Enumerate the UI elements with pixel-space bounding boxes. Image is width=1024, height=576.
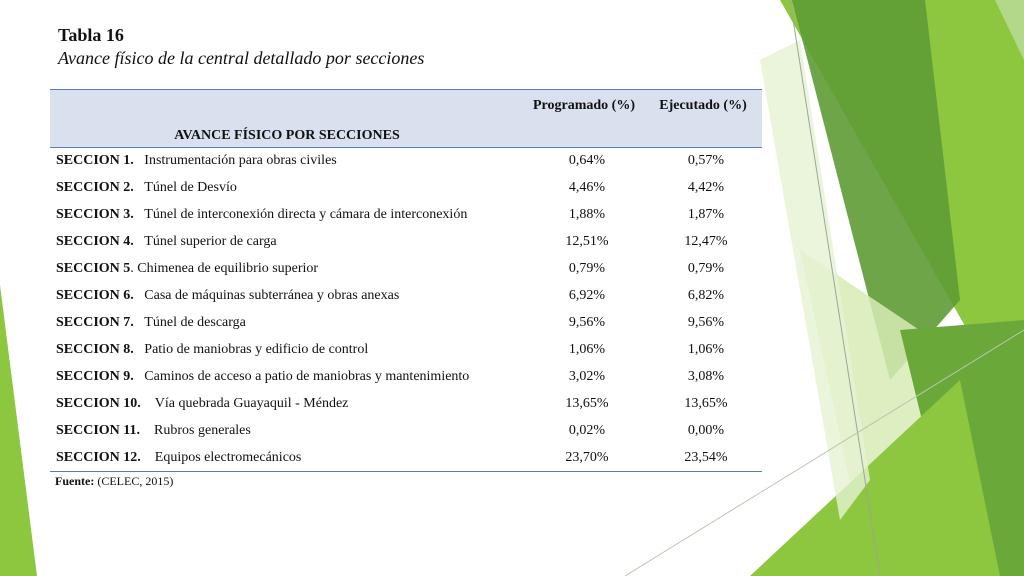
source-text: (CELEC, 2015) xyxy=(97,474,174,488)
ejecutado-cell: 12,47% xyxy=(684,234,728,249)
programado-cell: 23,70% xyxy=(565,449,609,465)
ejecutado-cell: 1,87% xyxy=(687,207,725,222)
table-header: AVANCE FÍSICO POR SECCIONES Programado (… xyxy=(50,89,762,148)
green-light-sliver xyxy=(760,40,870,520)
section-name: Túnel superior de carga xyxy=(144,234,277,249)
section-cell: SECCION 12. Equipos electromecánicos xyxy=(50,445,524,472)
programado-cell: 9,56% xyxy=(568,315,606,330)
programado-cell: 0,64% xyxy=(568,153,606,169)
programado-cell: 0,79% xyxy=(568,261,606,276)
section-cell: SECCION 9. Caminos de acceso a patio de … xyxy=(50,364,524,391)
section-cell: SECCION 7. Túnel de descarga xyxy=(50,310,524,337)
section-code: SECCION 2. xyxy=(56,180,134,195)
title-block: Tabla 16 Avance físico de la central det… xyxy=(58,24,424,70)
table-row: SECCION 10. Vía quebrada Guayaquil - Mén… xyxy=(50,391,762,418)
section-cell: SECCION 4. Túnel superior de carga xyxy=(50,229,524,256)
table-row: SECCION 12. Equipos electromecánicos 23,… xyxy=(50,445,762,472)
ejecutado-cell: 0,57% xyxy=(687,153,725,169)
table-row: SECCION 9. Caminos de acceso a patio de … xyxy=(50,364,762,391)
section-name: Vía quebrada Guayaquil - Méndez xyxy=(154,396,349,411)
section-name: Instrumentación para obras civiles xyxy=(144,153,337,169)
section-name: . Chimenea de equilibrio superior xyxy=(130,261,319,276)
ejecutado-cell: 13,65% xyxy=(684,396,728,411)
thin-diagonal-line-2 xyxy=(624,329,1024,576)
ejecutado-cell: 6,82% xyxy=(687,288,725,303)
programado-cell: 12,51% xyxy=(565,234,609,249)
ejecutado-cell: 0,79% xyxy=(687,261,725,276)
table-row: SECCION 3. Túnel de interconexión direct… xyxy=(50,202,762,229)
green-band-top-edge xyxy=(995,0,1024,60)
section-cell: SECCION 8. Patio de maniobras y edificio… xyxy=(50,337,524,364)
section-cell: SECCION 3. Túnel de interconexión direct… xyxy=(50,202,524,229)
section-cell: SECCION 2. Túnel de Desvío xyxy=(50,175,524,202)
section-name: Caminos de acceso a patio de maniobras y… xyxy=(144,369,470,384)
section-code: SECCION 12. xyxy=(56,449,141,465)
table-row: SECCION 5. Chimenea de equilibrio superi… xyxy=(50,256,762,283)
green-wedge-left-bottom xyxy=(0,285,37,576)
progress-table: AVANCE FÍSICO POR SECCIONES Programado (… xyxy=(50,89,762,472)
programado-cell: 3,02% xyxy=(568,369,606,384)
section-name: Patio de maniobras y edificio de control xyxy=(144,342,369,357)
table-row: SECCION 11. Rubros generales 0,02% 0,00% xyxy=(50,418,762,445)
section-name: Túnel de Desvío xyxy=(144,180,237,195)
section-cell: SECCION 11. Rubros generales xyxy=(50,418,524,445)
ejecutado-cell: 0,00% xyxy=(687,423,725,438)
table-body: SECCION 1. Instrumentación para obras ci… xyxy=(50,148,762,472)
section-name: Casa de máquinas subterránea y obras ane… xyxy=(144,288,400,303)
section-code: SECCION 8. xyxy=(56,342,134,357)
table-row: SECCION 1. Instrumentación para obras ci… xyxy=(50,148,762,175)
section-name: Rubros generales xyxy=(154,423,251,438)
programado-cell: 6,92% xyxy=(568,288,606,303)
source-label: Fuente: xyxy=(55,474,95,488)
section-code: SECCION 9. xyxy=(56,369,134,384)
thin-diagonal-line xyxy=(789,0,881,576)
table-row: SECCION 4. Túnel superior de carga 12,51… xyxy=(50,229,762,256)
section-cell: SECCION 10. Vía quebrada Guayaquil - Mén… xyxy=(50,391,524,418)
header-row: AVANCE FÍSICO POR SECCIONES Programado (… xyxy=(50,89,762,148)
ejecutado-cell: 1,06% xyxy=(687,342,725,357)
ejecutado-cell: 4,42% xyxy=(687,180,725,195)
programado-cell: 1,06% xyxy=(568,342,606,357)
section-code: SECCION 11. xyxy=(56,423,141,438)
table-number: Tabla 16 xyxy=(58,25,124,45)
section-name: Túnel de interconexión directa y cámara … xyxy=(144,207,468,222)
header-section: AVANCE FÍSICO POR SECCIONES xyxy=(174,128,400,143)
section-code: SECCION 10. xyxy=(56,396,141,411)
table-row: SECCION 6. Casa de máquinas subterránea … xyxy=(50,283,762,310)
section-code: SECCION 1. xyxy=(56,153,134,169)
table-row: SECCION 2. Túnel de Desvío 4,46% 4,42% xyxy=(50,175,762,202)
ejecutado-cell: 9,56% xyxy=(687,315,725,330)
ejecutado-cell: 23,54% xyxy=(684,449,728,465)
section-code: SECCION 5 xyxy=(56,261,131,276)
section-cell: SECCION 1. Instrumentación para obras ci… xyxy=(50,148,524,175)
green-band-dark xyxy=(792,0,960,380)
section-name: Equipos electromecánicos xyxy=(154,449,302,465)
section-code: SECCION 4. xyxy=(56,234,134,249)
programado-cell: 0,02% xyxy=(568,423,606,438)
programado-cell: 13,65% xyxy=(565,396,609,411)
section-code: SECCION 6. xyxy=(56,288,134,303)
table-caption: Avance físico de la central detallado po… xyxy=(58,48,425,68)
green-bottom-mid xyxy=(750,380,1000,576)
section-code: SECCION 3. xyxy=(56,207,134,222)
header-ejecutado: Ejecutado (%) xyxy=(659,98,747,113)
section-name: Túnel de descarga xyxy=(144,315,246,330)
header-programado: Programado (%) xyxy=(533,98,635,113)
table-row: SECCION 7. Túnel de descarga 9,56% 9,56% xyxy=(50,310,762,337)
table-row: SECCION 8. Patio de maniobras y edificio… xyxy=(50,337,762,364)
section-code: SECCION 7. xyxy=(56,315,134,330)
source-note: Fuente: (CELEC, 2015) xyxy=(55,474,173,489)
section-cell: SECCION 5. Chimenea de equilibrio superi… xyxy=(50,256,524,283)
programado-cell: 4,46% xyxy=(568,180,606,195)
programado-cell: 1,88% xyxy=(568,207,606,222)
ejecutado-cell: 3,08% xyxy=(687,369,725,384)
section-cell: SECCION 6. Casa de máquinas subterránea … xyxy=(50,283,524,310)
